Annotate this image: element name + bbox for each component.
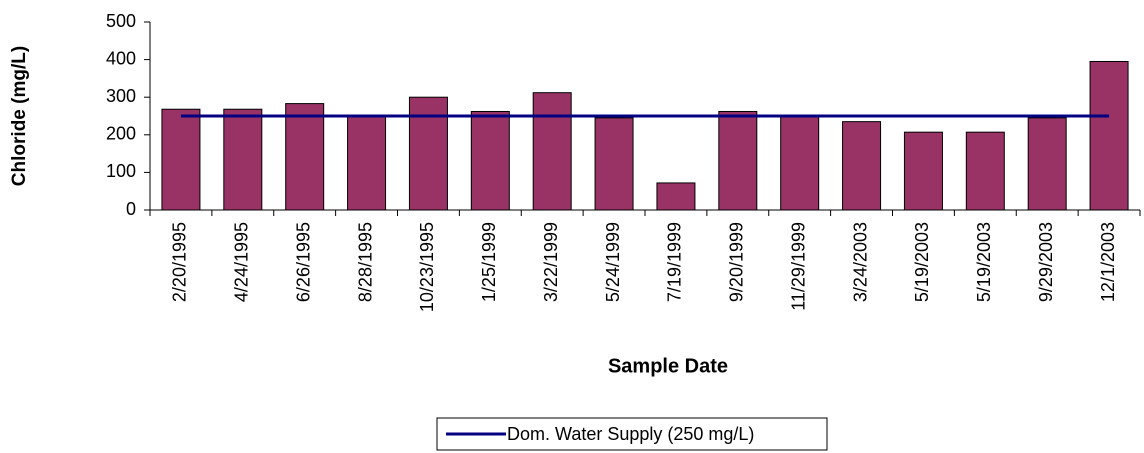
x-tick-label: 12/1/2003 <box>1098 222 1118 302</box>
y-tick-label: 200 <box>106 124 136 144</box>
x-tick-label: 9/29/2003 <box>1036 222 1056 302</box>
bar <box>1027 117 1067 211</box>
bar <box>470 110 510 211</box>
bar <box>718 110 758 211</box>
x-tick-label: 9/20/1999 <box>727 222 747 302</box>
x-tick-label: 5/24/1999 <box>603 222 623 302</box>
y-tick-label: 500 <box>106 11 136 31</box>
y-tick-label: 300 <box>106 86 136 106</box>
bar <box>285 103 325 211</box>
bar <box>842 121 882 211</box>
y-axis-title: Chloride (mg/L) <box>9 46 30 186</box>
x-tick-label: 1/25/1999 <box>479 222 499 302</box>
x-tick-label: 7/19/1999 <box>665 222 685 302</box>
bar <box>532 92 572 211</box>
bar <box>1089 60 1129 211</box>
bar <box>656 182 696 211</box>
y-tick-label: 400 <box>106 48 136 68</box>
x-tick-label: 11/29/1999 <box>788 222 808 311</box>
x-tick-label: 8/28/1995 <box>355 222 375 302</box>
x-tick-label: 5/19/2003 <box>974 222 994 302</box>
bar <box>903 131 943 211</box>
x-tick-label: 2/20/1995 <box>170 222 190 302</box>
bar <box>161 108 201 211</box>
bar <box>965 131 1005 211</box>
x-tick-label: 10/23/1995 <box>417 222 437 312</box>
bar <box>223 108 263 211</box>
legend-label: Dom. Water Supply (250 mg/L) <box>507 424 754 444</box>
x-axis-title: Sample Date <box>608 355 728 377</box>
x-tick-label: 3/22/1999 <box>541 222 561 302</box>
x-tick-label: 5/19/2003 <box>912 222 932 302</box>
y-tick-label: 0 <box>126 199 136 219</box>
bar <box>347 115 387 211</box>
bar <box>408 96 448 211</box>
x-tick-label: 6/26/1995 <box>293 222 313 302</box>
x-tick-label: 4/24/1995 <box>232 222 252 302</box>
bar <box>780 115 820 211</box>
y-tick-label: 100 <box>106 161 136 181</box>
x-tick-label: 3/24/2003 <box>850 222 870 302</box>
bar <box>594 117 634 211</box>
